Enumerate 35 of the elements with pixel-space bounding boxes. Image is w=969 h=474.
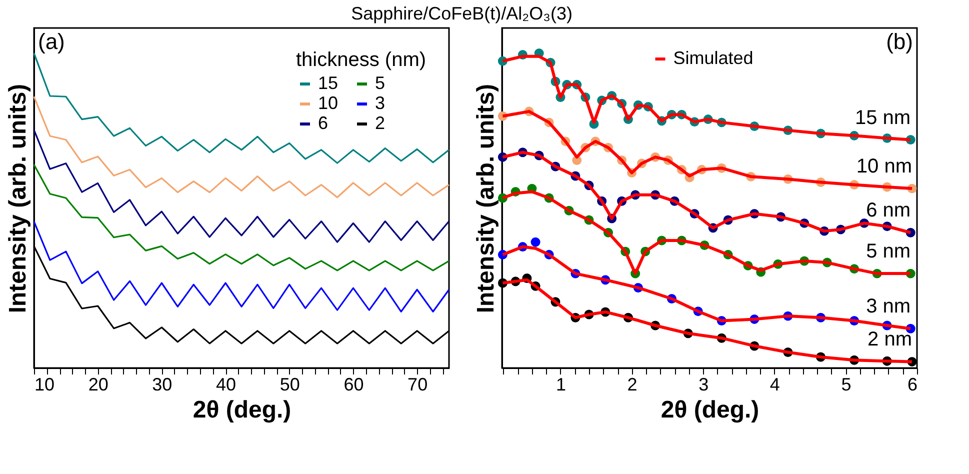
x-tick-label: 70 [408, 374, 428, 394]
x-tick-label: 20 [88, 374, 108, 394]
series-label: 2 nm [868, 328, 912, 351]
legend-label: 5 [375, 73, 386, 93]
x-tick-label: 4 [770, 374, 780, 394]
series-label: 5 nm [866, 240, 911, 263]
series-label: 15 nm [854, 106, 911, 129]
legend-label: 2 [375, 113, 386, 133]
x-tick-label: 2 [627, 374, 638, 394]
legend-label: Simulated [673, 48, 754, 68]
x-tick-label: 50 [280, 374, 300, 394]
x-tick-label: 6 [907, 374, 918, 394]
x-tick-label: 40 [216, 374, 236, 394]
x-tick-label: 60 [344, 374, 364, 394]
x-axis-title: 2θ (deg.) [660, 396, 760, 424]
series-label: 3 nm [866, 296, 911, 318]
x-tick-label: 10 [34, 374, 55, 394]
annotation: (a) [38, 29, 65, 54]
x-tick-label: 3 [698, 374, 709, 394]
x-axis-title: 2θ (deg.) [192, 396, 292, 424]
y-axis-title: Intensity (arb. units) [472, 84, 500, 314]
series-label: 10 nm [856, 156, 912, 178]
x-tick-label: 30 [152, 374, 172, 394]
legend-label: 3 [375, 93, 386, 113]
legend-label: 10 [318, 93, 338, 113]
point [530, 237, 540, 247]
legend-label: 15 [318, 73, 338, 93]
legend-label: 6 [318, 113, 328, 133]
legend-title: thickness (nm) [296, 49, 426, 71]
annotation: (b) [886, 29, 913, 54]
series-label: 6 nm [866, 200, 911, 222]
y-axis-title: Intensity (arb. units) [4, 84, 32, 314]
x-tick-label: 1 [556, 374, 566, 394]
chart-title: Sapphire/CoFeB(t)/Al₂O₃(3) [351, 3, 572, 24]
x-tick-label: 5 [841, 374, 852, 394]
